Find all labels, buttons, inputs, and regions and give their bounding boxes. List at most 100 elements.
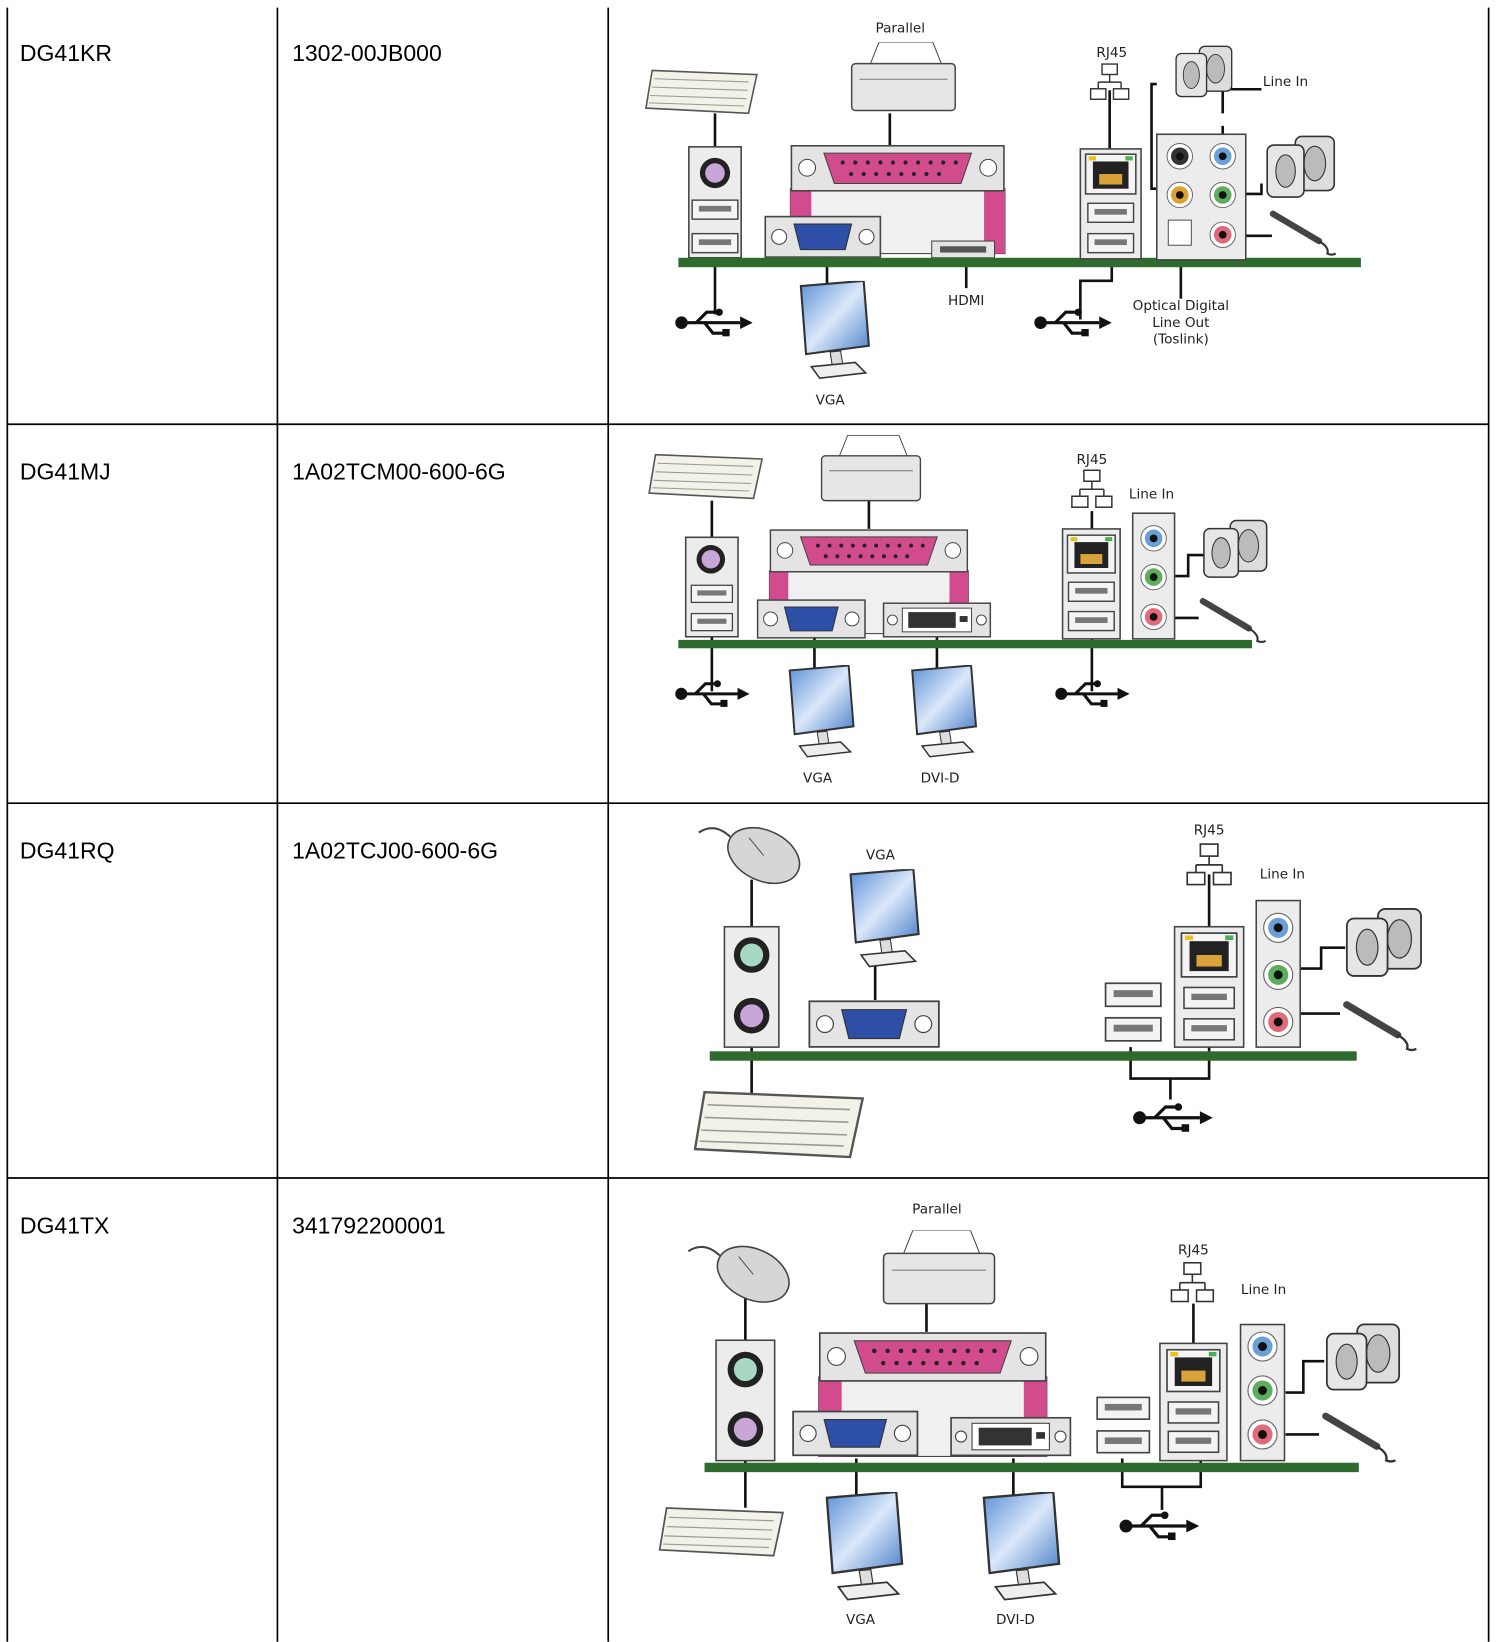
icon	[1209, 143, 1236, 170]
diagram-label: VGA	[816, 392, 846, 408]
icon	[769, 529, 969, 573]
icon	[950, 1416, 1072, 1457]
diagram-label: HDMI	[948, 293, 984, 309]
diagram-label: DVI-D	[921, 770, 960, 786]
shape	[984, 188, 1005, 254]
icon	[690, 612, 734, 632]
diagram-label: RJ45	[1178, 1242, 1209, 1258]
model: DG41RQ	[20, 838, 115, 864]
diagram-label: RJ45	[1076, 452, 1107, 468]
icon	[1183, 1017, 1236, 1041]
icon	[756, 599, 866, 639]
icon	[808, 1000, 940, 1048]
icon	[693, 1090, 865, 1159]
icon	[1166, 1348, 1221, 1393]
icon	[1096, 1429, 1151, 1454]
icon	[1247, 1331, 1278, 1362]
icon	[690, 584, 734, 604]
icon	[1131, 1101, 1215, 1134]
io-diagram: Parallel RJ45 Line In HDMI VGA Optical D…	[645, 21, 1361, 408]
diagram-label: Line In	[1129, 487, 1174, 503]
icon	[1067, 610, 1115, 632]
icon	[1247, 1419, 1278, 1450]
icon	[691, 199, 739, 220]
icon	[696, 545, 726, 574]
diagram-label: Line Out	[1152, 315, 1209, 331]
diagram-label: Parallel	[912, 1202, 962, 1218]
icon	[1140, 603, 1167, 631]
diagram-label: Optical Digital	[1133, 298, 1229, 314]
icon	[849, 869, 920, 968]
table-borders	[6, 7, 1490, 1642]
icon	[1167, 1401, 1220, 1424]
diagram-label: Line In	[1263, 74, 1308, 90]
diagram-label: Line In	[1241, 1282, 1286, 1298]
io-diagram: RJ45 Line In VGA DVI-D	[648, 434, 1268, 786]
shape	[710, 500, 1204, 692]
diagram-label: RJ45	[1096, 45, 1127, 61]
icon	[799, 280, 870, 380]
shape	[750, 874, 1346, 1100]
part-number: 1A02TCM00-600-6G	[292, 459, 506, 485]
shape	[709, 1051, 1357, 1061]
icon	[1167, 1430, 1220, 1454]
diagram-label: VGA	[803, 770, 833, 786]
part-number: 1302-00JB000	[292, 40, 442, 66]
part-number: 341792200001	[292, 1212, 446, 1238]
icon	[1209, 221, 1236, 248]
icon	[820, 434, 922, 502]
icon	[818, 1332, 1047, 1382]
model: DG41KR	[20, 40, 112, 66]
icon	[1209, 181, 1236, 209]
icon	[1087, 202, 1135, 224]
icon	[1166, 181, 1193, 209]
model: DG41MJ	[20, 459, 111, 485]
icon	[675, 678, 751, 709]
icon	[687, 1240, 800, 1309]
icon	[1247, 1375, 1278, 1406]
icon	[1263, 912, 1294, 943]
shape	[678, 639, 1253, 649]
io-diagram: RJ45 VGA Line In	[693, 822, 1422, 1159]
icon	[1347, 1005, 1417, 1050]
shape	[940, 246, 987, 253]
icon	[982, 1492, 1061, 1601]
shape	[678, 257, 1361, 268]
icon	[1071, 469, 1113, 508]
icon	[1345, 908, 1422, 977]
icon	[1166, 143, 1193, 170]
icon	[1263, 1006, 1294, 1038]
icon	[1170, 1261, 1215, 1303]
icon	[691, 232, 739, 254]
icon	[882, 602, 992, 638]
icon	[727, 1351, 764, 1388]
icon	[882, 1230, 996, 1305]
icon	[850, 42, 957, 112]
shape	[704, 1462, 1359, 1473]
diagram-label: (Toslink)	[1153, 332, 1209, 348]
icon	[1087, 232, 1135, 254]
icon	[1104, 982, 1162, 1008]
model: DG41TX	[20, 1212, 110, 1238]
icon	[1118, 1509, 1201, 1542]
icon	[1066, 534, 1116, 574]
icon	[1183, 986, 1236, 1010]
icon	[1203, 601, 1266, 642]
icon	[1034, 306, 1113, 338]
icon	[1180, 932, 1238, 978]
icon	[1263, 959, 1294, 990]
icon	[675, 306, 754, 338]
shape	[1167, 219, 1192, 246]
icon	[790, 144, 1005, 192]
shape	[744, 1298, 1325, 1510]
icon	[697, 822, 810, 891]
icon	[1140, 525, 1167, 552]
diagram-label: VGA	[866, 848, 896, 864]
icon	[658, 1506, 784, 1557]
icon	[1175, 45, 1233, 98]
io-diagram: Parallel RJ45 Line In VGA DVI-D	[658, 1202, 1401, 1628]
icon	[764, 215, 882, 258]
icon	[1055, 678, 1131, 709]
icon	[1096, 1396, 1151, 1421]
